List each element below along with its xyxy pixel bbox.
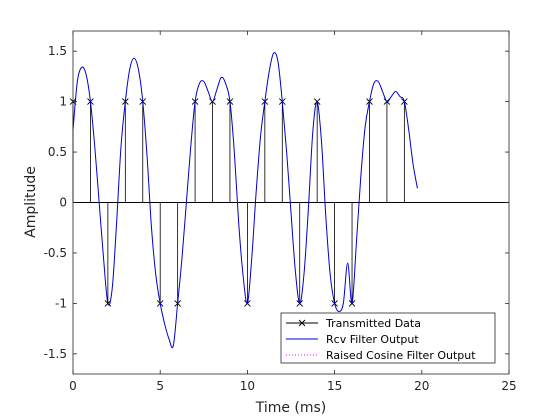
y-tick-label: -0.5 — [44, 246, 67, 260]
legend-x-marker — [298, 319, 306, 327]
y-tick-label: 0 — [59, 196, 67, 210]
y-tick-label: -1 — [55, 296, 67, 310]
y-axis-label: Amplitude — [23, 166, 39, 238]
y-tick-label: -1.5 — [44, 347, 67, 361]
x-tick-label: 0 — [69, 379, 77, 393]
x-axis-label: Time (ms) — [255, 400, 327, 416]
plot-area — [69, 52, 509, 349]
legend-label-raised: Raised Cosine Filter Output — [326, 349, 476, 362]
x-tick-label: 20 — [414, 379, 429, 393]
rcv-filter-line — [72, 52, 418, 349]
legend-label-rcv: Rcv Filter Output — [326, 333, 419, 346]
axis-ticks: 0 5 10 15 20 25 -1.5 -1 -0.5 0 0.5 1 1.5 — [44, 31, 517, 393]
x-tick-label: 5 — [156, 379, 164, 393]
x-tick-label: 10 — [240, 379, 255, 393]
x-tick-label: 25 — [501, 379, 516, 393]
legend: Transmitted Data Rcv Filter Output Raise… — [280, 312, 496, 364]
legend-label-transmitted: Transmitted Data — [325, 317, 421, 330]
y-tick-label: 1 — [59, 95, 67, 109]
x-tick-label: 15 — [327, 379, 342, 393]
y-tick-label: 0.5 — [48, 145, 67, 159]
y-tick-label: 1.5 — [48, 44, 67, 58]
